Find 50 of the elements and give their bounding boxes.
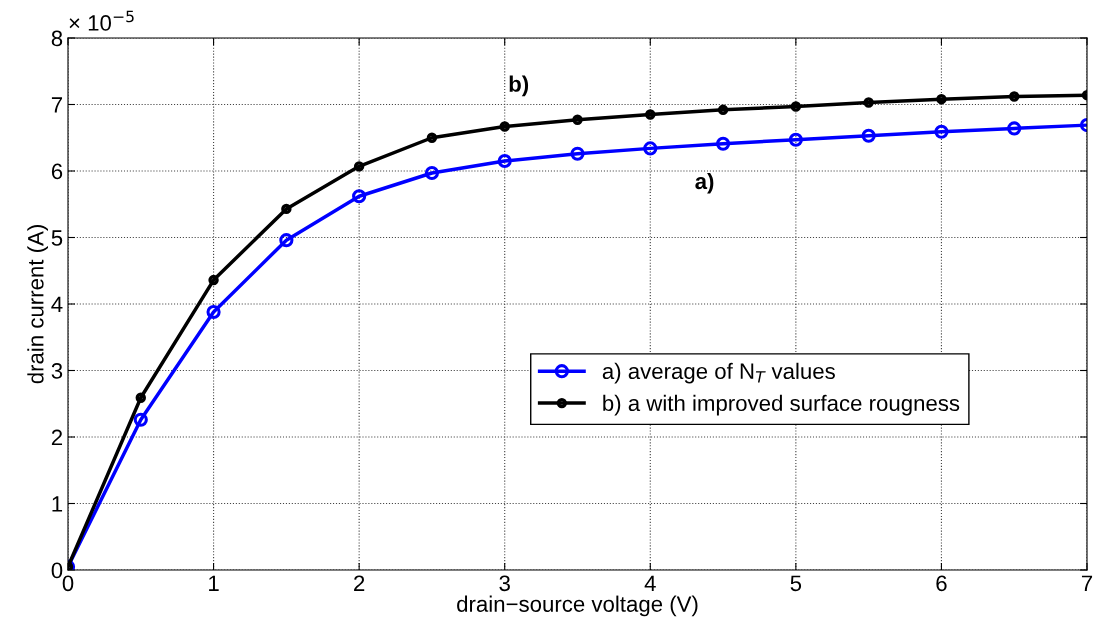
point <box>133 412 148 427</box>
point <box>1007 121 1022 136</box>
y-tick-label: 3 <box>51 363 63 379</box>
y-tick-label: 6 <box>51 163 63 180</box>
y-tick-label: 5 <box>51 230 63 246</box>
y-tick-label: 2 <box>51 429 63 446</box>
point <box>353 161 365 172</box>
annotation: b) <box>509 75 529 97</box>
point <box>572 114 583 126</box>
point <box>497 153 512 169</box>
point <box>863 97 874 108</box>
x-tick-label: 6 <box>936 575 947 592</box>
point <box>936 93 947 105</box>
annotation: a) <box>695 172 714 194</box>
point <box>861 128 876 143</box>
point <box>1009 91 1020 102</box>
x-tick-label: 1 <box>209 575 219 591</box>
point <box>788 132 803 147</box>
x-tick-label: 5 <box>790 575 802 592</box>
point <box>643 141 658 156</box>
y-tick-label: 0 <box>51 562 63 579</box>
point <box>790 101 802 112</box>
point <box>717 104 729 116</box>
x-tick-label: 4 <box>644 575 656 591</box>
legend-label: a) average of N$_{T}$ values <box>602 362 835 384</box>
x-axis-title: drain−source voltage (V) <box>457 595 698 617</box>
x-tick-label: 0 <box>62 575 74 592</box>
point <box>645 109 656 120</box>
point <box>279 233 294 248</box>
point <box>281 203 292 215</box>
point <box>570 146 585 161</box>
point <box>426 132 438 143</box>
y-axis-title: drain current (A) <box>27 225 48 384</box>
point <box>206 304 221 320</box>
legend-label: b) a with improved surface rougness <box>603 394 960 416</box>
point <box>934 124 949 139</box>
text: × 10$^{−5}$ <box>69 10 134 31</box>
y-tick-label: 4 <box>51 296 63 313</box>
point <box>352 189 367 204</box>
point <box>208 274 219 286</box>
point <box>424 165 440 181</box>
point <box>135 392 146 403</box>
point <box>715 136 731 151</box>
point <box>499 121 510 132</box>
x-tick-label: 7 <box>1081 575 1093 591</box>
y-tick-label: 8 <box>51 30 63 47</box>
x-tick-label: 3 <box>499 575 510 592</box>
y-tick-label: 1 <box>52 496 63 512</box>
x-tick-label: 2 <box>354 575 365 591</box>
y-tick-label: 7 <box>51 97 63 113</box>
